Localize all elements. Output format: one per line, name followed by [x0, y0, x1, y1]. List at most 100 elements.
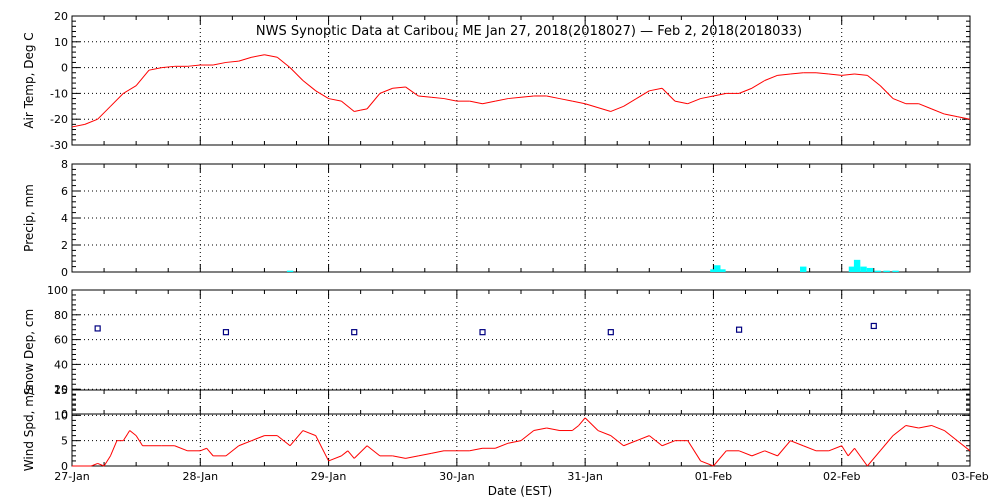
y-tick-label: 0 — [61, 460, 68, 473]
series-segment — [661, 87, 676, 102]
series-segment — [610, 105, 624, 112]
y-tick-label: 4 — [61, 212, 68, 225]
series-segment — [315, 90, 329, 99]
y-axis-label: Snow Dep, cm — [22, 309, 36, 395]
series-segment — [854, 73, 868, 76]
y-tick-label: -30 — [50, 139, 68, 152]
series-segment — [649, 87, 663, 92]
series-segment — [84, 118, 98, 125]
precip-bar — [874, 270, 881, 272]
precip-bar — [719, 269, 726, 272]
series-segment — [879, 435, 894, 452]
series-segment — [713, 450, 727, 467]
series-segment — [892, 425, 907, 436]
series-segment — [110, 93, 124, 107]
precip-bar — [853, 259, 861, 272]
series-segment — [379, 87, 393, 94]
y-axis-label: Wind Spd, m/s — [22, 385, 36, 471]
y-tick-label: 80 — [54, 309, 68, 322]
series-segment — [405, 86, 419, 97]
y-tick-label: 2 — [61, 239, 68, 252]
series-segment — [97, 105, 111, 120]
series-segment — [546, 95, 560, 100]
series-segment — [418, 95, 432, 98]
series-segment — [854, 447, 868, 467]
plot-frame — [71, 289, 971, 415]
series-segment — [816, 72, 829, 75]
panel-precip: 0 2 4 6 8 Precip, mm — [22, 158, 971, 279]
series-segment — [360, 108, 368, 111]
x-tick-label: 28-Jan — [183, 470, 219, 483]
y-tick-label: 60 — [54, 334, 68, 347]
series-segment — [495, 98, 509, 102]
series-segment — [944, 113, 958, 118]
chart-title: NWS Synoptic Data at Caribou, ME Jan 27,… — [256, 24, 802, 39]
series-segment — [251, 435, 265, 442]
snow-depth-point — [607, 329, 614, 336]
y-axis-label: Air Temp, Deg C — [22, 32, 36, 128]
series-segment — [225, 60, 239, 63]
series-segment — [867, 74, 881, 87]
series-segment — [508, 96, 522, 100]
panel-wind: 0 5 10 15 Wind Spd, m/s — [22, 384, 971, 473]
series-segment — [276, 435, 291, 447]
series-segment — [238, 440, 252, 447]
series-segment — [110, 440, 118, 457]
series-segment — [841, 445, 849, 457]
x-tick-label: 01-Feb — [695, 470, 732, 483]
snow-depth-point — [870, 322, 877, 330]
snow-depth-point — [222, 329, 230, 336]
series-segment — [495, 442, 509, 449]
series-segment — [289, 67, 304, 81]
series-segment — [597, 430, 611, 437]
series-segment — [200, 447, 207, 452]
series-segment — [97, 463, 105, 467]
precip-bar — [892, 270, 899, 272]
y-axis-label: Precip, mm — [22, 184, 36, 252]
y-tick-label: 6 — [61, 185, 68, 198]
series-segment — [123, 85, 137, 94]
series-segment — [251, 54, 265, 58]
series-segment — [790, 72, 804, 75]
series-segment — [636, 435, 650, 442]
series-segment — [738, 87, 753, 94]
series-segment — [661, 440, 676, 447]
series-segment — [828, 445, 842, 452]
y-tick-label: 15 — [54, 384, 68, 397]
panel-temp: -30 -20 -10 0 10 20 Air Temp, Deg C — [22, 10, 971, 152]
series-segment — [828, 73, 842, 76]
series-segment — [931, 108, 945, 115]
series-segment — [944, 430, 958, 442]
series-segment — [353, 445, 368, 459]
series-segment — [443, 98, 457, 102]
y-tick-label: 20 — [54, 383, 68, 396]
series-segment — [584, 103, 599, 109]
series-segment — [533, 427, 547, 432]
series-segment — [841, 73, 855, 76]
series-segment — [764, 450, 778, 457]
series-segment — [764, 74, 778, 81]
plot-frame — [71, 389, 971, 467]
series-segment — [918, 424, 932, 429]
series-segment — [302, 430, 316, 437]
series-segment — [161, 65, 175, 69]
series-segment — [546, 427, 560, 432]
series-segment — [578, 417, 586, 426]
series-segment — [187, 64, 201, 67]
series-segment — [366, 93, 381, 110]
series-segment — [847, 447, 855, 457]
series-segment — [431, 450, 445, 454]
series-segment — [584, 417, 599, 431]
series-segment — [392, 455, 406, 459]
snow-depth-point — [94, 325, 101, 332]
y-tick-label: 100 — [47, 284, 68, 297]
series-segment — [392, 86, 406, 89]
series-segment — [431, 96, 445, 100]
panel-snow: 0 20 40 60 80 100 Snow Dep, cm — [22, 284, 971, 421]
series-segment — [866, 450, 881, 467]
precip-bar — [866, 267, 874, 272]
series-segment — [790, 440, 804, 447]
series-segment — [892, 98, 907, 105]
series-segment — [206, 447, 214, 457]
